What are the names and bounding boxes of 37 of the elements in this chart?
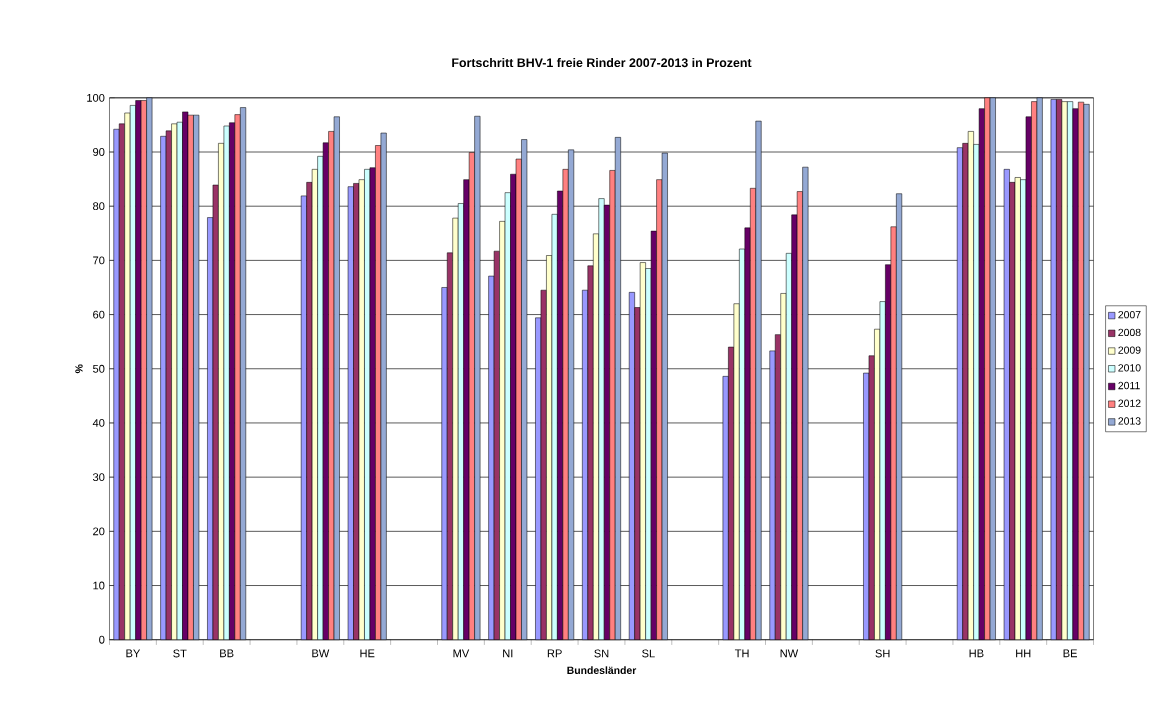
y-tick-label: 10 <box>93 581 105 590</box>
y-tick-label: 20 <box>93 527 105 536</box>
y-axis-title: % <box>75 364 83 374</box>
y-tick-label: 0 <box>99 635 105 644</box>
legend-label: 2013 <box>1118 417 1141 425</box>
y-tick-label: 60 <box>93 310 105 319</box>
x-tick-label: SL <box>642 649 655 658</box>
y-tick-label: 30 <box>92 473 105 481</box>
legend-label: 2011 <box>1118 381 1140 390</box>
y-tick-label: 100 <box>87 93 105 102</box>
y-tick-label: 80 <box>93 202 105 211</box>
legend-label: 2009 <box>1118 346 1141 354</box>
y-tick-label: 50 <box>93 364 105 373</box>
x-tick-label: BB <box>220 649 234 658</box>
x-tick-label: RP <box>547 649 562 658</box>
x-tick-label: HB <box>969 649 984 658</box>
y-tick-label: 70 <box>93 256 105 265</box>
chart-title: Fortschritt BHV-1 freie Rinder 2007-2013 in Prozent <box>452 57 752 68</box>
x-tick-label: SH <box>875 649 890 658</box>
x-tick-label: TH <box>734 649 749 658</box>
x-tick-label: NW <box>780 649 799 658</box>
legend-label: 2007 <box>1118 310 1141 319</box>
x-tick-label: SN <box>594 649 609 658</box>
x-tick-label: MV <box>453 649 470 658</box>
x-tick-label: BE <box>1063 649 1077 658</box>
x-tick-label: HE <box>360 649 375 658</box>
legend-label: 2008 <box>1118 328 1141 337</box>
x-tick-label: BY <box>126 649 141 658</box>
x-tick-label: BW <box>312 649 330 658</box>
legend-label: 2012 <box>1118 399 1141 407</box>
x-tick-label: NI <box>503 649 513 658</box>
x-axis-title: Bundesländer <box>567 666 637 674</box>
x-tick-label: ST <box>173 649 187 658</box>
legend-label: 2010 <box>1118 364 1141 372</box>
y-tick-label: 40 <box>92 418 105 427</box>
x-tick-label: HH <box>1016 649 1031 658</box>
y-tick-label: 90 <box>93 148 105 156</box>
